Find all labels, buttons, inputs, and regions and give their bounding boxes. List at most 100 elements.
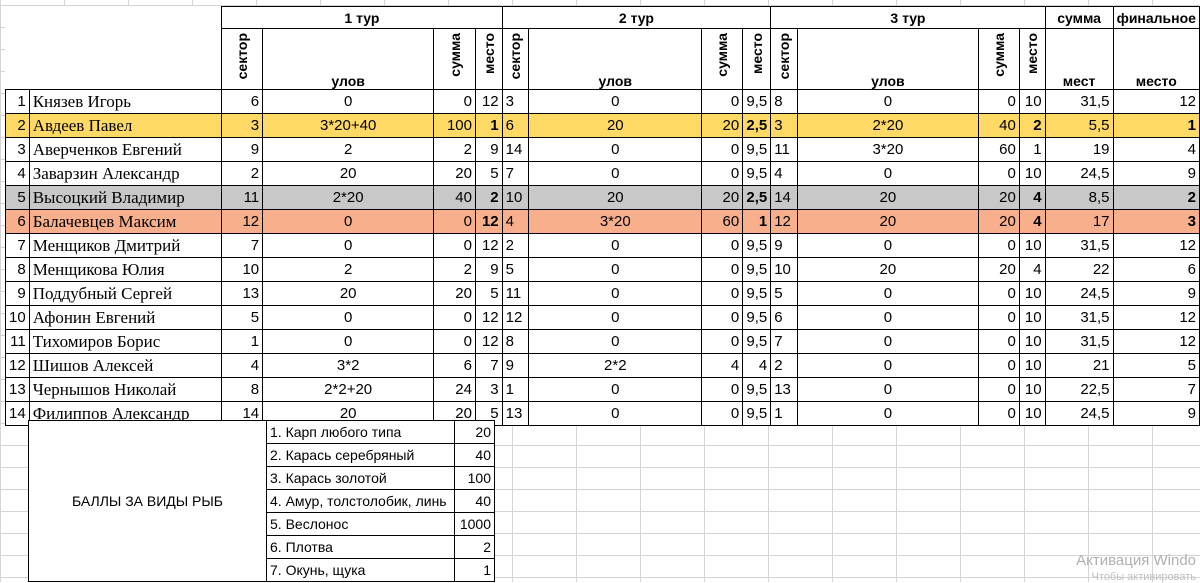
sector-2-cell[interactable]: 12 xyxy=(501,305,530,330)
participant-name-cell[interactable]: Князев Игорь xyxy=(28,89,223,114)
places-sum-cell[interactable]: 24,5 xyxy=(1044,401,1114,426)
sector-1-cell[interactable]: 12 xyxy=(221,209,264,234)
participant-name-cell[interactable]: Поддубный Сергей xyxy=(28,281,223,306)
participant-name-cell[interactable]: Афонин Евгений xyxy=(28,305,223,330)
catch-3-cell[interactable]: 0 xyxy=(796,305,979,330)
row-number-cell[interactable]: 5 xyxy=(5,185,30,210)
fish-points-cell[interactable]: 40 xyxy=(454,443,495,467)
fish-points-cell[interactable]: 2 xyxy=(454,535,495,559)
sector-2-cell[interactable]: 6 xyxy=(501,113,530,138)
sector-3-cell[interactable]: 8 xyxy=(770,89,798,114)
catch-2-cell[interactable]: 0 xyxy=(528,233,703,258)
sum-2-cell[interactable]: 0 xyxy=(701,305,744,330)
row-number-cell[interactable]: 14 xyxy=(5,401,30,426)
final-place-cell[interactable]: 9 xyxy=(1112,401,1200,426)
places-sum-cell[interactable]: 31,5 xyxy=(1044,305,1114,330)
sum-3-cell[interactable]: 40 xyxy=(977,113,1020,138)
corner-cell[interactable] xyxy=(6,7,30,29)
final-place-cell[interactable]: 3 xyxy=(1112,209,1200,234)
sector-header[interactable]: сектор xyxy=(770,28,798,90)
places-sum-cell[interactable]: 24,5 xyxy=(1044,161,1114,186)
sector-3-cell[interactable]: 1 xyxy=(770,401,798,426)
catch-1-cell[interactable]: 0 xyxy=(262,305,435,330)
fish-type-cell[interactable]: 2. Карась серебряный xyxy=(266,443,455,467)
sector-3-cell[interactable]: 13 xyxy=(770,377,798,402)
place-3-cell[interactable]: 1 xyxy=(1018,137,1046,162)
tour3-header[interactable]: 3 тур xyxy=(770,6,1046,29)
row-number-cell[interactable]: 3 xyxy=(5,137,30,162)
place-3-cell[interactable]: 10 xyxy=(1018,161,1046,186)
final-place-cell[interactable]: 4 xyxy=(1112,137,1200,162)
row-number-cell[interactable]: 8 xyxy=(5,257,30,282)
catch-1-cell[interactable]: 20 xyxy=(262,281,435,306)
final-header-top[interactable]: финальное xyxy=(1112,6,1200,29)
catch-1-cell[interactable]: 2 xyxy=(262,257,435,282)
sum-1-cell[interactable]: 20 xyxy=(433,281,476,306)
sum-2-cell[interactable]: 0 xyxy=(701,233,744,258)
catch-2-cell[interactable]: 0 xyxy=(528,257,703,282)
place-2-cell[interactable]: 9,5 xyxy=(742,401,772,426)
sum-1-cell[interactable]: 0 xyxy=(433,329,476,354)
sector-2-cell[interactable]: 7 xyxy=(501,161,530,186)
sector-1-cell[interactable]: 11 xyxy=(221,185,264,210)
participant-name-cell[interactable]: Шишов Алексей xyxy=(28,353,223,378)
participant-name-cell[interactable]: Заварзин Александр xyxy=(28,161,223,186)
sector-3-cell[interactable]: 5 xyxy=(770,281,798,306)
sector-2-cell[interactable]: 13 xyxy=(501,401,530,426)
catch-2-cell[interactable]: 20 xyxy=(528,113,703,138)
place-3-cell[interactable]: 4 xyxy=(1018,185,1046,210)
fish-points-cell[interactable]: 40 xyxy=(454,489,495,513)
place-1-cell[interactable]: 9 xyxy=(474,257,503,282)
participant-name-cell[interactable]: Балачевцев Максим xyxy=(28,209,223,234)
place-3-cell[interactable]: 4 xyxy=(1018,209,1046,234)
place-2-cell[interactable]: 9,5 xyxy=(742,233,772,258)
catch-1-cell[interactable]: 3*20+40 xyxy=(262,113,435,138)
place-1-cell[interactable]: 3 xyxy=(474,377,503,402)
sector-3-cell[interactable]: 10 xyxy=(770,257,798,282)
catch-3-cell[interactable]: 0 xyxy=(796,377,979,402)
sum-3-cell[interactable]: 20 xyxy=(977,185,1020,210)
tour2-header[interactable]: 2 тур xyxy=(501,6,772,29)
place-3-cell[interactable]: 10 xyxy=(1018,233,1046,258)
sector-3-cell[interactable]: 9 xyxy=(770,233,798,258)
sum-3-cell[interactable]: 0 xyxy=(977,329,1020,354)
sector-1-cell[interactable]: 2 xyxy=(221,161,264,186)
catch-2-cell[interactable]: 0 xyxy=(528,137,703,162)
fish-type-cell[interactable]: 7. Окунь, щука xyxy=(266,558,455,582)
catch-3-cell[interactable]: 0 xyxy=(796,401,979,426)
catch-1-cell[interactable]: 2 xyxy=(262,137,435,162)
place-header[interactable]: место xyxy=(1018,28,1046,90)
row-number-cell[interactable]: 11 xyxy=(5,329,30,354)
sector-header[interactable]: сектор xyxy=(221,28,264,90)
place-1-cell[interactable]: 9 xyxy=(474,137,503,162)
sum-2-cell[interactable]: 4 xyxy=(701,353,744,378)
sector-2-cell[interactable]: 11 xyxy=(501,281,530,306)
sector-1-cell[interactable]: 3 xyxy=(221,113,264,138)
fish-type-cell[interactable]: 3. Карась золотой xyxy=(266,466,455,490)
catch-2-cell[interactable]: 0 xyxy=(528,377,703,402)
places-sum-cell[interactable]: 8,5 xyxy=(1044,185,1114,210)
place-3-cell[interactable]: 2 xyxy=(1018,113,1046,138)
final-place-cell[interactable]: 9 xyxy=(1112,281,1200,306)
sector-1-cell[interactable]: 7 xyxy=(221,233,264,258)
fish-points-cell[interactable]: 20 xyxy=(454,420,495,444)
sum-2-cell[interactable]: 0 xyxy=(701,137,744,162)
place-2-cell[interactable]: 9,5 xyxy=(742,257,772,282)
final-place-cell[interactable]: 12 xyxy=(1112,329,1200,354)
sector-header[interactable]: сектор xyxy=(501,28,530,90)
sum-1-cell[interactable]: 20 xyxy=(433,161,476,186)
sector-3-cell[interactable]: 7 xyxy=(770,329,798,354)
final-place-cell[interactable]: 9 xyxy=(1112,161,1200,186)
sum-2-cell[interactable]: 0 xyxy=(701,401,744,426)
place-3-cell[interactable]: 10 xyxy=(1018,401,1046,426)
catch-3-cell[interactable]: 0 xyxy=(796,329,979,354)
place-2-cell[interactable]: 9,5 xyxy=(742,305,772,330)
sector-3-cell[interactable]: 2 xyxy=(770,353,798,378)
place-2-cell[interactable]: 1 xyxy=(742,209,772,234)
sector-2-cell[interactable]: 2 xyxy=(501,233,530,258)
sector-3-cell[interactable]: 12 xyxy=(770,209,798,234)
row-number-cell[interactable]: 4 xyxy=(5,161,30,186)
catch-1-cell[interactable]: 20 xyxy=(262,161,435,186)
catch-2-cell[interactable]: 3*20 xyxy=(528,209,703,234)
participant-name-cell[interactable]: Тихомиров Борис xyxy=(28,329,223,354)
